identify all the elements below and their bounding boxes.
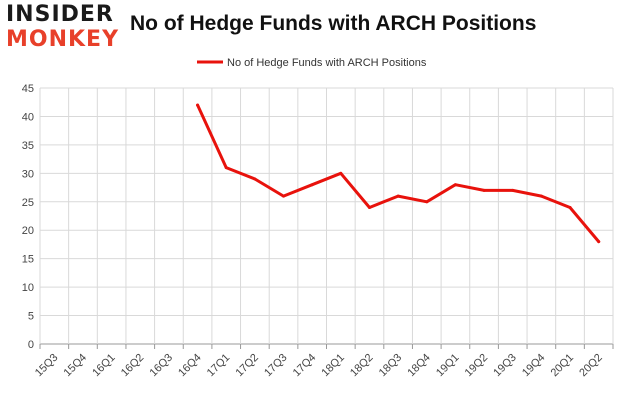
- data-point: [539, 194, 543, 198]
- x-tick-label: 15Q4: [62, 352, 90, 380]
- data-point: [282, 194, 286, 198]
- data-point: [453, 183, 457, 187]
- data-point: [568, 205, 572, 209]
- y-tick-label: 20: [22, 225, 34, 237]
- y-tick-label: 45: [22, 83, 34, 95]
- x-tick-label: 19Q1: [434, 352, 462, 380]
- x-tick-label: 20Q2: [577, 352, 605, 380]
- x-tick-label: 19Q3: [491, 352, 519, 380]
- x-tick-label: 17Q4: [291, 352, 319, 380]
- data-point: [196, 103, 200, 107]
- chart-title: No of Hedge Funds with ARCH Positions: [130, 12, 537, 35]
- x-tick-label: 17Q1: [205, 352, 233, 380]
- data-point: [425, 200, 429, 204]
- x-tick-label: 19Q4: [520, 352, 548, 380]
- x-tick-label: 16Q3: [148, 352, 176, 380]
- legend-label: No of Hedge Funds with ARCH Positions: [227, 57, 427, 69]
- data-point: [482, 188, 486, 192]
- x-tick-label: 15Q3: [33, 352, 61, 380]
- logo-text-insider: INSIDER: [6, 2, 114, 27]
- data-point: [224, 166, 228, 170]
- data-point: [339, 171, 343, 175]
- x-tick-label: 18Q3: [377, 352, 405, 380]
- x-tick-label: 19Q2: [463, 352, 491, 380]
- y-tick-label: 25: [22, 197, 34, 209]
- data-point: [396, 194, 400, 198]
- data-point: [253, 177, 257, 181]
- insider-monkey-logo: INSIDER MONKEY: [6, 2, 120, 54]
- x-tick-label: 16Q4: [176, 352, 204, 380]
- y-tick-label: 0: [28, 339, 34, 351]
- y-tick-label: 40: [22, 111, 34, 123]
- data-point: [597, 240, 601, 244]
- logo-text-monkey: MONKEY: [6, 27, 120, 52]
- y-tick-label: 30: [22, 168, 34, 180]
- x-tick-label: 17Q2: [233, 352, 261, 380]
- x-tick-label: 17Q3: [262, 352, 290, 380]
- y-tick-label: 5: [28, 311, 34, 323]
- x-tick-label: 18Q4: [405, 352, 433, 380]
- data-point: [310, 183, 314, 187]
- y-tick-label: 35: [22, 140, 34, 152]
- x-tick-label: 20Q1: [549, 352, 577, 380]
- x-tick-label: 16Q2: [119, 352, 147, 380]
- x-tick-label: 16Q1: [90, 352, 118, 380]
- data-point: [367, 205, 371, 209]
- y-tick-label: 15: [22, 254, 34, 266]
- x-tick-label: 18Q1: [319, 352, 347, 380]
- data-point: [511, 188, 515, 192]
- y-tick-label: 10: [22, 282, 34, 294]
- x-tick-label: 18Q2: [348, 352, 376, 380]
